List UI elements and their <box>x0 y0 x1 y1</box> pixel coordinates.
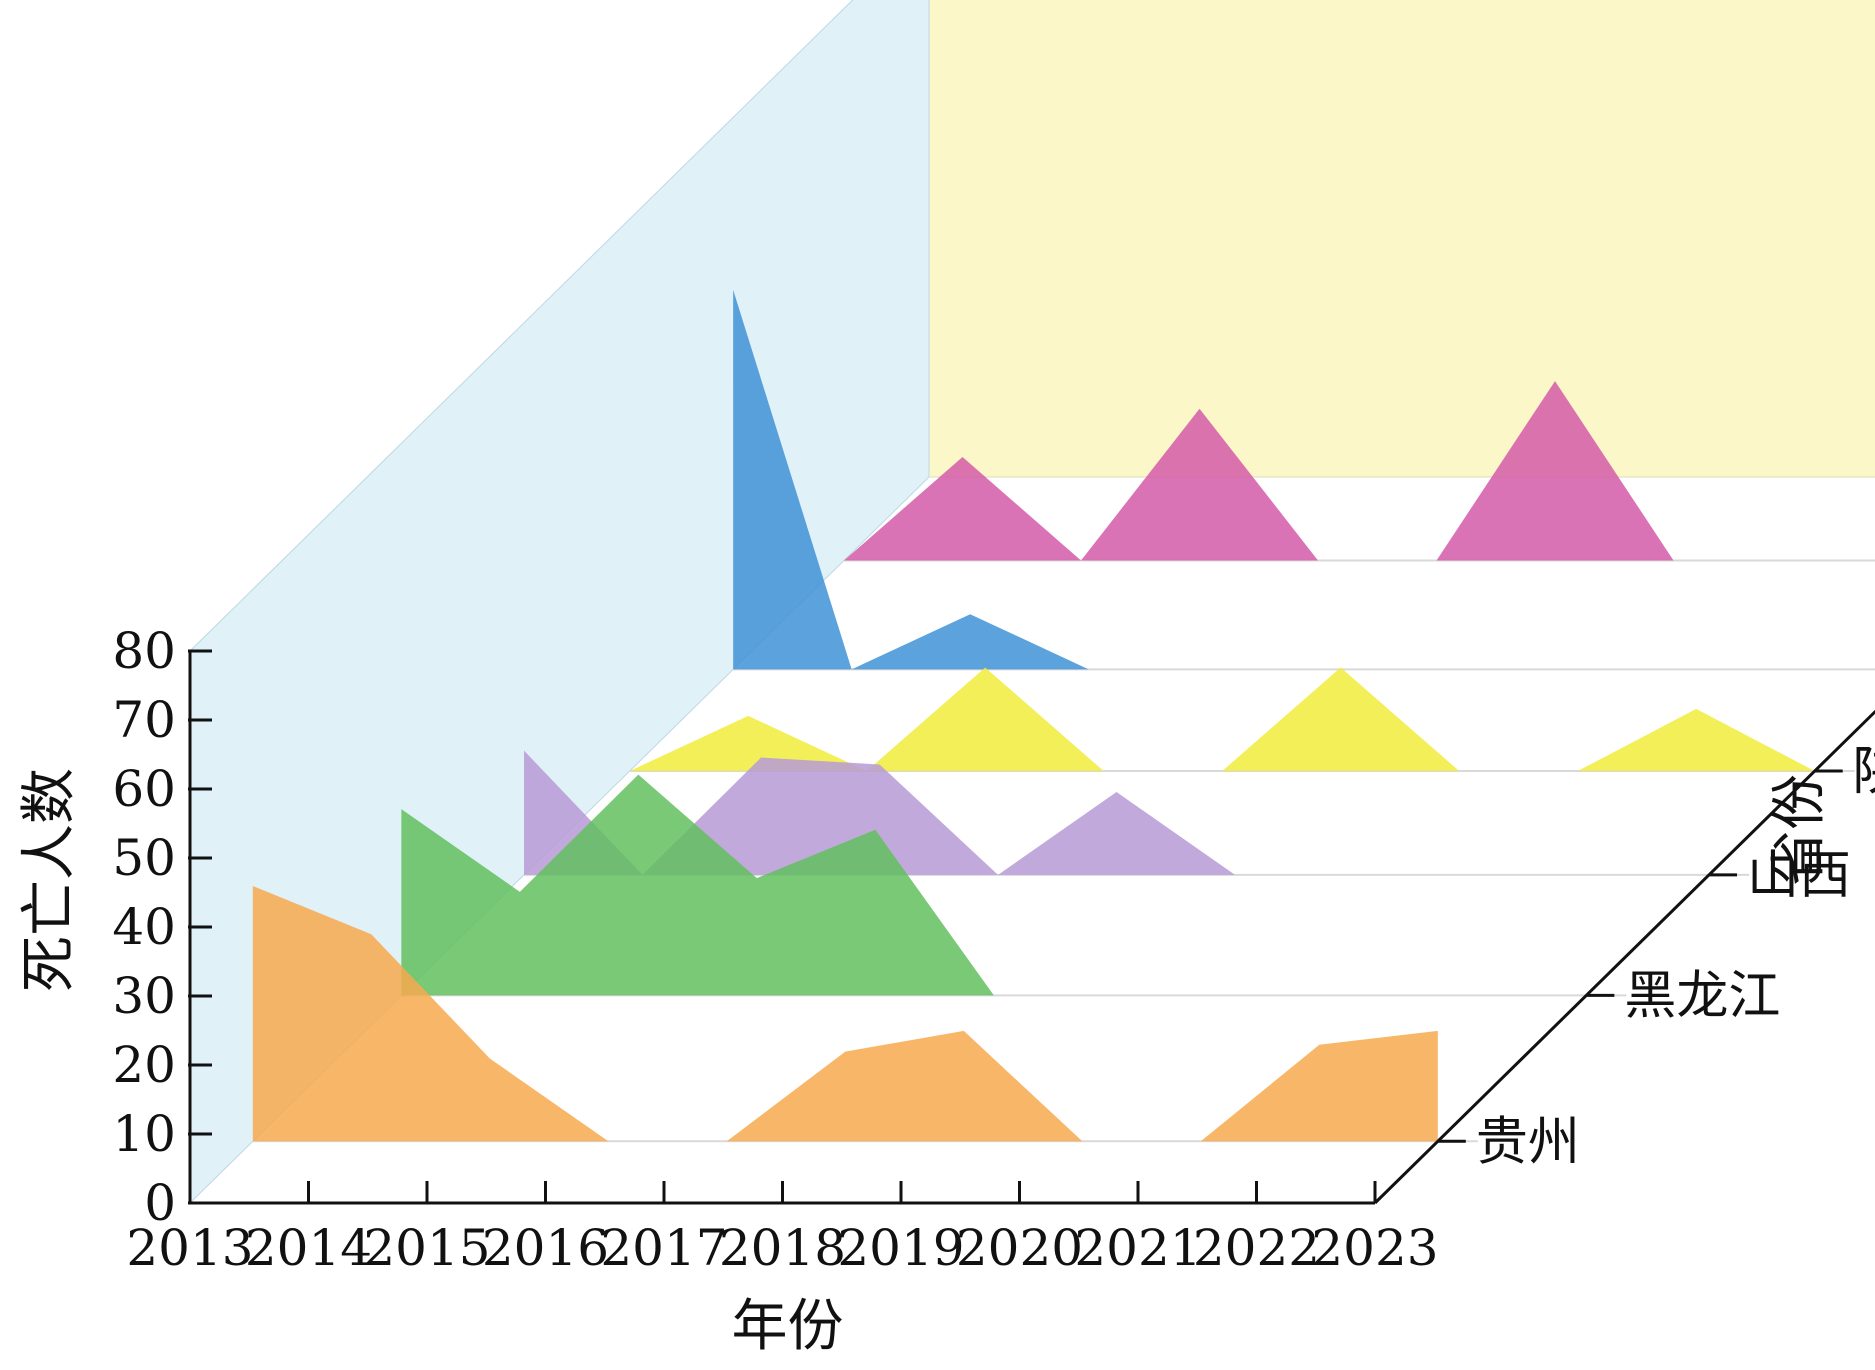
back-wall <box>928 0 1875 478</box>
y-tick-label: 60 <box>112 760 176 818</box>
y-tick-label: 40 <box>112 898 176 956</box>
series-area <box>1222 667 1460 772</box>
y-tick-label: 30 <box>112 967 176 1025</box>
series-area <box>1200 1030 1438 1142</box>
series-area <box>733 289 852 670</box>
axes-layer <box>188 649 1875 1205</box>
z-axis-title: 省份 <box>1767 774 1832 886</box>
y-tick-label: 80 <box>112 622 176 680</box>
y-tick-label: 20 <box>112 1036 176 1094</box>
x-tick-label: 2020 <box>956 1219 1083 1277</box>
chart-walls <box>189 0 1875 1205</box>
series-area <box>401 774 994 996</box>
series-area <box>998 792 1236 875</box>
y-tick-label: 0 <box>144 1174 176 1232</box>
y-tick-label: 10 <box>112 1105 176 1163</box>
series-area <box>866 667 1104 772</box>
series-layer <box>252 289 1875 1143</box>
province-label: 陕西 <box>1853 742 1875 802</box>
x-tick-label: 2017 <box>600 1219 727 1277</box>
x-tick-label: 2021 <box>1074 1219 1201 1277</box>
y-tick-label: 50 <box>112 829 176 887</box>
x-tick-label: 2019 <box>837 1219 964 1277</box>
province-label: 山西 <box>1747 846 1851 906</box>
province-label: 黑龙江 <box>1624 966 1780 1026</box>
province-label: 贵州 <box>1476 1112 1580 1172</box>
series-area <box>629 715 867 772</box>
x-tick-label: 2016 <box>482 1219 609 1277</box>
x-tick-label: 2022 <box>1193 1219 1320 1277</box>
x-axis-title: 年份 <box>732 1294 844 1359</box>
series-area <box>252 885 609 1142</box>
x-tick-label: 2013 <box>126 1219 253 1277</box>
x-tick-label: 2023 <box>1311 1219 1438 1277</box>
x-tick-label: 2014 <box>245 1219 372 1277</box>
z-axis-line <box>1373 709 1875 1205</box>
y-axis-title: 死亡人数 <box>17 768 82 992</box>
labels-layer: 0102030405060708020132014201520162017201… <box>112 622 1875 1277</box>
x-tick-label: 2015 <box>363 1219 490 1277</box>
y-tick-label: 70 <box>112 691 176 749</box>
series-area <box>1577 708 1815 772</box>
series-area <box>726 1030 1083 1142</box>
x-tick-label: 2018 <box>719 1219 846 1277</box>
series-area <box>851 614 1089 670</box>
series-area <box>1436 381 1674 561</box>
series-area <box>844 456 1082 561</box>
series-area <box>642 757 999 875</box>
series-area <box>1081 408 1319 561</box>
